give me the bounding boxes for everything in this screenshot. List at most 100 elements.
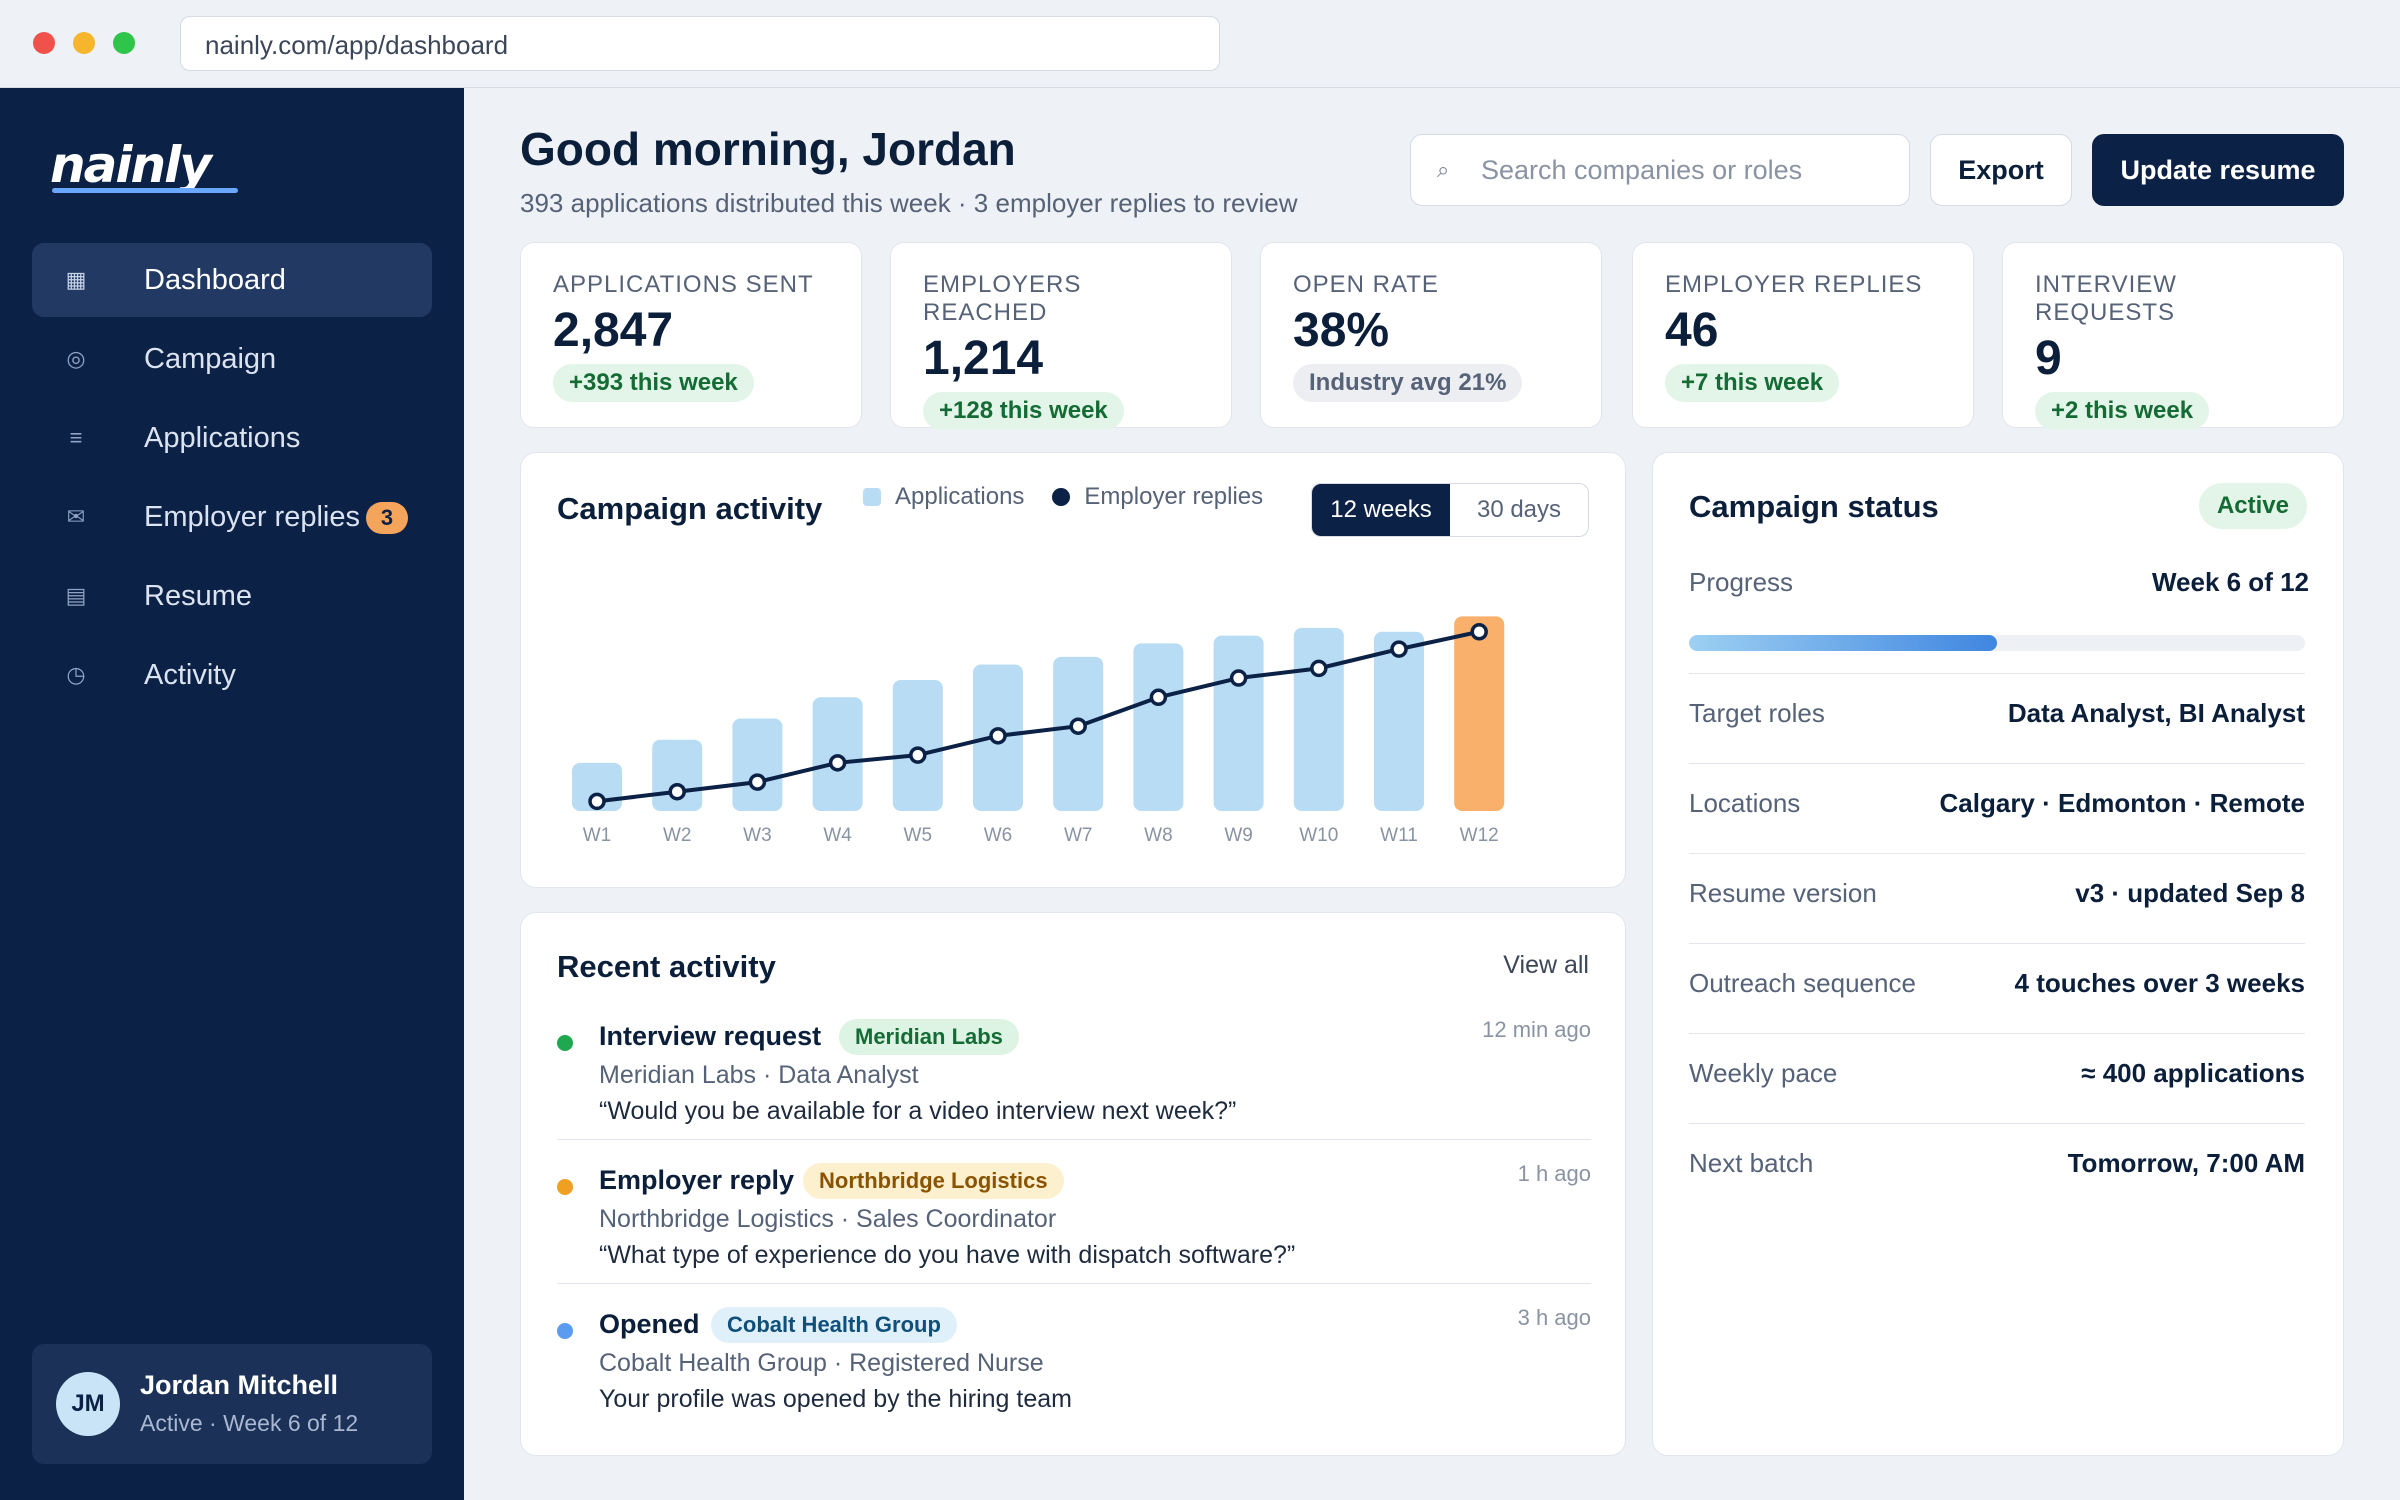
company-tag: Meridian Labs (839, 1019, 1019, 1055)
range-option-12-weeks[interactable]: 12 weeks (1312, 484, 1450, 536)
activity-item[interactable]: Interview request Meridian Labs Meridian… (557, 1013, 1591, 1157)
search-icon: ⌕ (1437, 157, 1450, 182)
grid-icon: ▦ (65, 267, 87, 292)
company-tag: Cobalt Health Group (711, 1307, 957, 1343)
sidebar-item-resume[interactable]: ▤ Resume (32, 559, 432, 633)
kpi-value: 2,847 (553, 304, 674, 357)
browser-chrome: nainly.com/app/dashboard (0, 0, 2400, 88)
minimize-window-button[interactable] (73, 32, 95, 54)
kpi-value: 1,214 (923, 332, 1044, 385)
clock-icon: ◷ (66, 662, 86, 687)
kpi-label: INTERVIEW REQUESTS (2035, 271, 2177, 326)
replies-point-w12 (1470, 623, 1488, 641)
activity-quote: “What type of experience do you have wit… (599, 1241, 1296, 1269)
kpi-value: 38% (1293, 304, 1390, 357)
status-row-weekly-pace: Weekly pace ≈ 400 applications (1689, 1033, 2305, 1123)
sidebar-item-employer-replies[interactable]: ✉ Employer replies 3 (32, 480, 432, 554)
campaign-status-panel: Campaign status Active Progress Week 6 o… (1652, 452, 2344, 1456)
document-icon: ▤ (65, 583, 87, 608)
bar-w8 (1133, 643, 1184, 811)
x-tick-label: W9 (1224, 825, 1253, 846)
view-all-link[interactable]: View all (1503, 951, 1589, 979)
x-tick-label: W6 (984, 825, 1013, 846)
activity-time: 1 h ago (1517, 1161, 1591, 1186)
replies-point-w2 (668, 782, 686, 801)
page-title: Good morning, Jordan (520, 123, 1016, 175)
bar-w9 (1213, 635, 1264, 811)
row-label: Resume version (1689, 878, 1877, 908)
replies-point-w9 (1229, 669, 1248, 687)
range-toggle: 12 weeks 30 days (1311, 483, 1589, 537)
update-resume-button[interactable]: Update resume (2092, 134, 2344, 206)
replies-point-w7 (1069, 717, 1087, 735)
kpi-card-open-rate: OPEN RATE 38% Industry avg 21% (1260, 242, 1602, 428)
row-value: 4 touches over 3 weeks (2014, 968, 2305, 998)
replies-point-w5 (909, 746, 927, 764)
kpi-label: OPEN RATE (1293, 271, 1439, 298)
target-icon: ◎ (66, 346, 86, 371)
export-button[interactable]: Export (1930, 134, 2072, 206)
activity-quote: Your profile was opened by the hiring te… (599, 1385, 1072, 1413)
sidebar-item-dashboard[interactable]: ▦ Dashboard (32, 243, 432, 317)
row-label: Target roles (1689, 698, 1825, 728)
status-row-outreach-sequence: Outreach sequence 4 touches over 3 weeks (1689, 943, 2305, 1033)
kpi-card-employers-reached: EMPLOYERS REACHED 1,214 +128 this week (890, 242, 1232, 430)
activity-title-text: Employer reply (599, 1165, 795, 1195)
logo-underline (52, 188, 238, 193)
activity-title-text: Interview request (599, 1021, 822, 1051)
activity-item[interactable]: Opened Cobalt Health Group Cobalt Health… (557, 1301, 1591, 1445)
sidebar-item-applications[interactable]: ≡ Applications (32, 401, 432, 475)
user-card[interactable]: JM Jordan Mitchell Active · Week 6 of 12 (32, 1344, 432, 1464)
x-tick-label: W5 (904, 825, 933, 846)
status-dot (557, 1323, 573, 1339)
legend-dot-replies (1052, 488, 1071, 506)
row-value: Calgary · Edmonton · Remote (1939, 788, 2305, 818)
progress-bar (1689, 635, 2305, 651)
row-label: Next batch (1689, 1148, 1814, 1178)
row-label: Weekly pace (1689, 1058, 1838, 1088)
activity-meta: Meridian Labs · Data Analyst (599, 1061, 919, 1089)
bar-w3 (732, 718, 783, 811)
kpi-delta-badge: Industry avg 21% (1293, 364, 1523, 402)
replies-point-w6 (989, 727, 1007, 745)
kpi-value: 46 (1665, 304, 1719, 357)
user-status: Active · Week 6 of 12 (140, 1410, 359, 1436)
row-value: ≈ 400 applications (2081, 1058, 2305, 1088)
activity-time: 3 h ago (1517, 1305, 1591, 1330)
status-dot (557, 1035, 573, 1051)
range-option-30-days[interactable]: 30 days (1476, 496, 1562, 523)
bar-w5 (892, 679, 943, 811)
x-tick-label: W3 (743, 825, 772, 846)
user-name: Jordan Mitchell (140, 1370, 339, 1400)
page-subtitle: 393 applications distributed this week ·… (520, 188, 1298, 218)
close-window-button[interactable] (33, 32, 55, 54)
list-icon: ≡ (69, 425, 83, 450)
activity-item[interactable]: Employer reply Northbridge Logistics Nor… (557, 1157, 1591, 1301)
status-dot (557, 1179, 573, 1195)
search-input[interactable] (1469, 135, 1889, 205)
kpi-label: EMPLOYERS REACHED (923, 271, 1082, 326)
kpi-label: APPLICATIONS SENT (553, 271, 814, 298)
sidebar: nainly ▦ Dashboard ◎ Campaign ≡ Applicat… (0, 88, 464, 1500)
address-bar[interactable]: nainly.com/app/dashboard (180, 16, 1220, 71)
activity-meta: Northbridge Logistics · Sales Coordinato… (599, 1205, 1057, 1233)
sidebar-item-campaign[interactable]: ◎ Campaign (32, 322, 432, 396)
chart-legend: Applications Employer replies (863, 483, 1263, 511)
replies-point-w10 (1310, 659, 1328, 678)
x-tick-label: W1 (583, 825, 612, 846)
row-value: Data Analyst, BI Analyst (2007, 698, 2305, 728)
sidebar-item-activity[interactable]: ◷ Activity (32, 638, 432, 712)
recent-activity-panel: Recent activity View all Interview reque… (520, 912, 1626, 1456)
kpi-delta-badge: +2 this week (2035, 392, 2210, 430)
x-tick-label: W12 (1460, 825, 1499, 846)
kpi-delta-badge: +393 this week (553, 364, 754, 402)
sidebar-item-label: Employer replies (144, 500, 360, 533)
x-tick-label: W11 (1380, 825, 1418, 846)
replies-point-w3 (748, 773, 767, 791)
divider (557, 1283, 1591, 1284)
status-badge: Active (2198, 483, 2307, 529)
logo[interactable]: nainly (50, 136, 212, 194)
kpi-label: EMPLOYER REPLIES (1665, 271, 1923, 298)
replies-point-w1 (588, 792, 606, 811)
maximize-window-button[interactable] (113, 32, 135, 54)
